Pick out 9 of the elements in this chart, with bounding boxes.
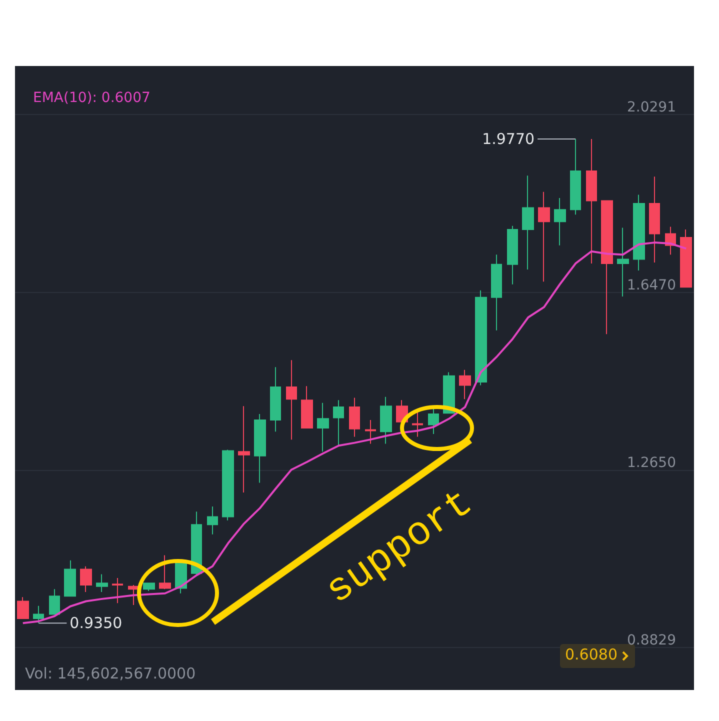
annotation: 1.9770 [482, 130, 535, 148]
text: EMA(10): 0.6007 [33, 90, 150, 106]
y-tick-label: 2.0291 [627, 100, 676, 116]
y-tick-label: 1.6470 [627, 277, 676, 294]
y-tick-label: 0.8829 [627, 632, 676, 648]
annotation: 0.6080 [565, 646, 618, 664]
annotation: Vol: 145,602,567.0000 [25, 664, 196, 682]
annotation: 0.9350 [70, 614, 122, 632]
y-tick-label: 1.2650 [627, 454, 676, 471]
